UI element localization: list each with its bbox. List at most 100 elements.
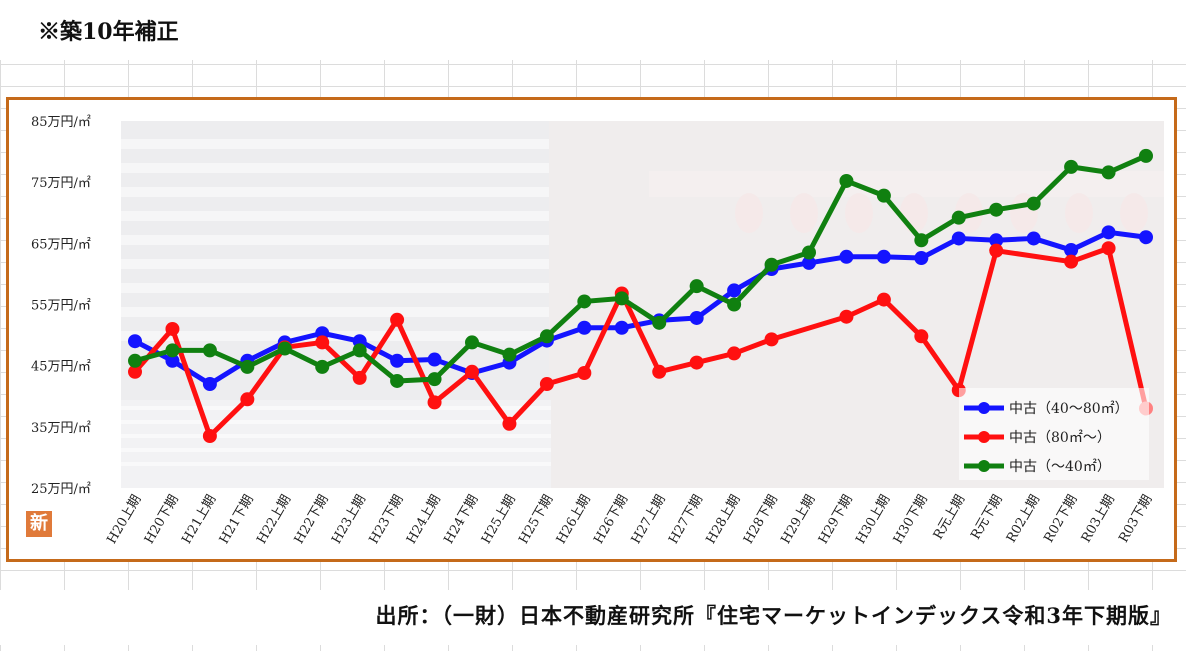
x-tick-label: H22上期	[254, 493, 294, 547]
data-point	[989, 202, 1004, 217]
data-point	[240, 392, 255, 407]
plot-background	[121, 121, 1164, 488]
x-tick-label: H26下期	[591, 493, 631, 547]
legend: 中古（40～80㎡） 中古（80㎡～） 中古（～40㎡）	[959, 388, 1149, 480]
x-tick-label: H23上期	[329, 493, 369, 547]
data-point	[240, 359, 255, 374]
x-tick-label: R元下期	[968, 492, 1005, 542]
data-point	[1139, 148, 1153, 163]
data-point	[165, 343, 180, 358]
x-tick-label: H30上期	[853, 493, 893, 547]
y-tick-label: 55万円/㎡	[31, 299, 91, 314]
legend-label: 中古（～40㎡）	[1009, 459, 1111, 475]
series-line-0	[133, 229, 1147, 387]
line-chart: 85万円/㎡ 75万円/㎡ 65万円/㎡ 55万円/㎡ 45万円/㎡ 35万円/㎡ 25万円…	[31, 115, 1164, 547]
data-point	[876, 249, 891, 264]
note-heading: ※築10年補正	[34, 8, 338, 56]
data-point	[839, 249, 854, 264]
y-tick-label: 85万円/㎡	[31, 115, 91, 130]
data-point	[614, 291, 629, 306]
data-point	[202, 377, 217, 392]
data-point	[315, 335, 330, 350]
data-point	[951, 231, 966, 246]
data-point	[202, 429, 217, 444]
data-point	[128, 364, 142, 379]
data-point	[539, 377, 554, 392]
x-tick-label: H27下期	[666, 493, 706, 547]
y-tick-label: 25万円/㎡	[31, 482, 91, 497]
legend-marker	[978, 460, 990, 472]
data-point	[390, 312, 405, 327]
legend-label: 中古（80㎡～）	[1009, 430, 1111, 446]
data-point	[202, 343, 217, 358]
data-point	[764, 332, 779, 347]
data-point	[1064, 254, 1079, 269]
data-point	[839, 173, 854, 188]
data-point	[128, 353, 142, 368]
data-point	[951, 210, 966, 225]
x-tick-label: H27上期	[629, 493, 669, 547]
data-point	[689, 355, 704, 370]
data-point	[1101, 165, 1116, 180]
data-point	[839, 309, 854, 324]
data-point	[764, 257, 779, 272]
y-tick-label: 45万円/㎡	[31, 360, 91, 375]
chart-frame: 85万円/㎡ 75万円/㎡ 65万円/㎡ 55万円/㎡ 45万円/㎡ 35万円/㎡ 25万円…	[6, 97, 1177, 562]
x-tick-label: H25上期	[479, 493, 519, 547]
x-tick-label: H25下期	[516, 493, 556, 547]
data-point	[577, 294, 592, 309]
data-point	[427, 395, 442, 410]
x-tick-label: R03下期	[1116, 493, 1155, 546]
data-point	[502, 416, 517, 431]
data-point	[315, 359, 330, 374]
x-tick-label: H20上期	[105, 493, 145, 547]
x-tick-label: H28下期	[741, 493, 781, 547]
data-point	[165, 353, 180, 368]
x-tick-label: H24上期	[404, 493, 444, 547]
data-point	[277, 341, 292, 356]
x-tick-label: H29下期	[816, 493, 856, 547]
data-point	[128, 334, 142, 349]
data-point	[502, 347, 517, 362]
data-point	[427, 352, 442, 367]
data-point	[689, 310, 704, 325]
data-point	[727, 297, 742, 312]
data-point	[1139, 230, 1153, 245]
x-tick-label: H20下期	[142, 493, 182, 547]
y-tick-label: 75万円/㎡	[31, 176, 91, 191]
x-tick-label: H30下期	[891, 493, 931, 547]
data-point	[1064, 243, 1079, 258]
data-point	[390, 373, 405, 388]
data-point	[577, 320, 592, 335]
data-point	[1026, 231, 1041, 246]
data-point	[727, 283, 742, 298]
legend-label: 中古（40～80㎡）	[1009, 401, 1129, 417]
data-point	[876, 292, 891, 307]
data-point	[652, 364, 667, 379]
x-tick-label: H23下期	[367, 493, 407, 547]
data-point	[1064, 159, 1079, 174]
data-point	[914, 233, 929, 248]
data-point	[727, 346, 742, 361]
data-point	[352, 370, 367, 385]
data-point	[539, 329, 554, 344]
data-point	[614, 320, 629, 335]
x-tick-label: H26上期	[554, 493, 594, 547]
data-point	[352, 343, 367, 358]
data-point	[989, 233, 1004, 248]
data-point	[390, 353, 405, 368]
x-tick-label: H28上期	[704, 493, 744, 547]
legend-marker	[978, 431, 990, 443]
x-tick-label: H22下期	[292, 493, 332, 547]
data-point	[914, 251, 929, 266]
data-point	[914, 329, 929, 344]
x-tick-label: H24下期	[442, 493, 482, 547]
y-tick-label: 35万円/㎡	[31, 421, 91, 436]
x-tick-label: H29上期	[779, 493, 819, 547]
data-point	[802, 255, 816, 270]
data-point	[689, 279, 704, 294]
x-tick-label: R元上期	[931, 493, 968, 543]
series-line-2	[134, 153, 1148, 384]
data-point	[652, 315, 667, 330]
data-point	[427, 372, 442, 387]
